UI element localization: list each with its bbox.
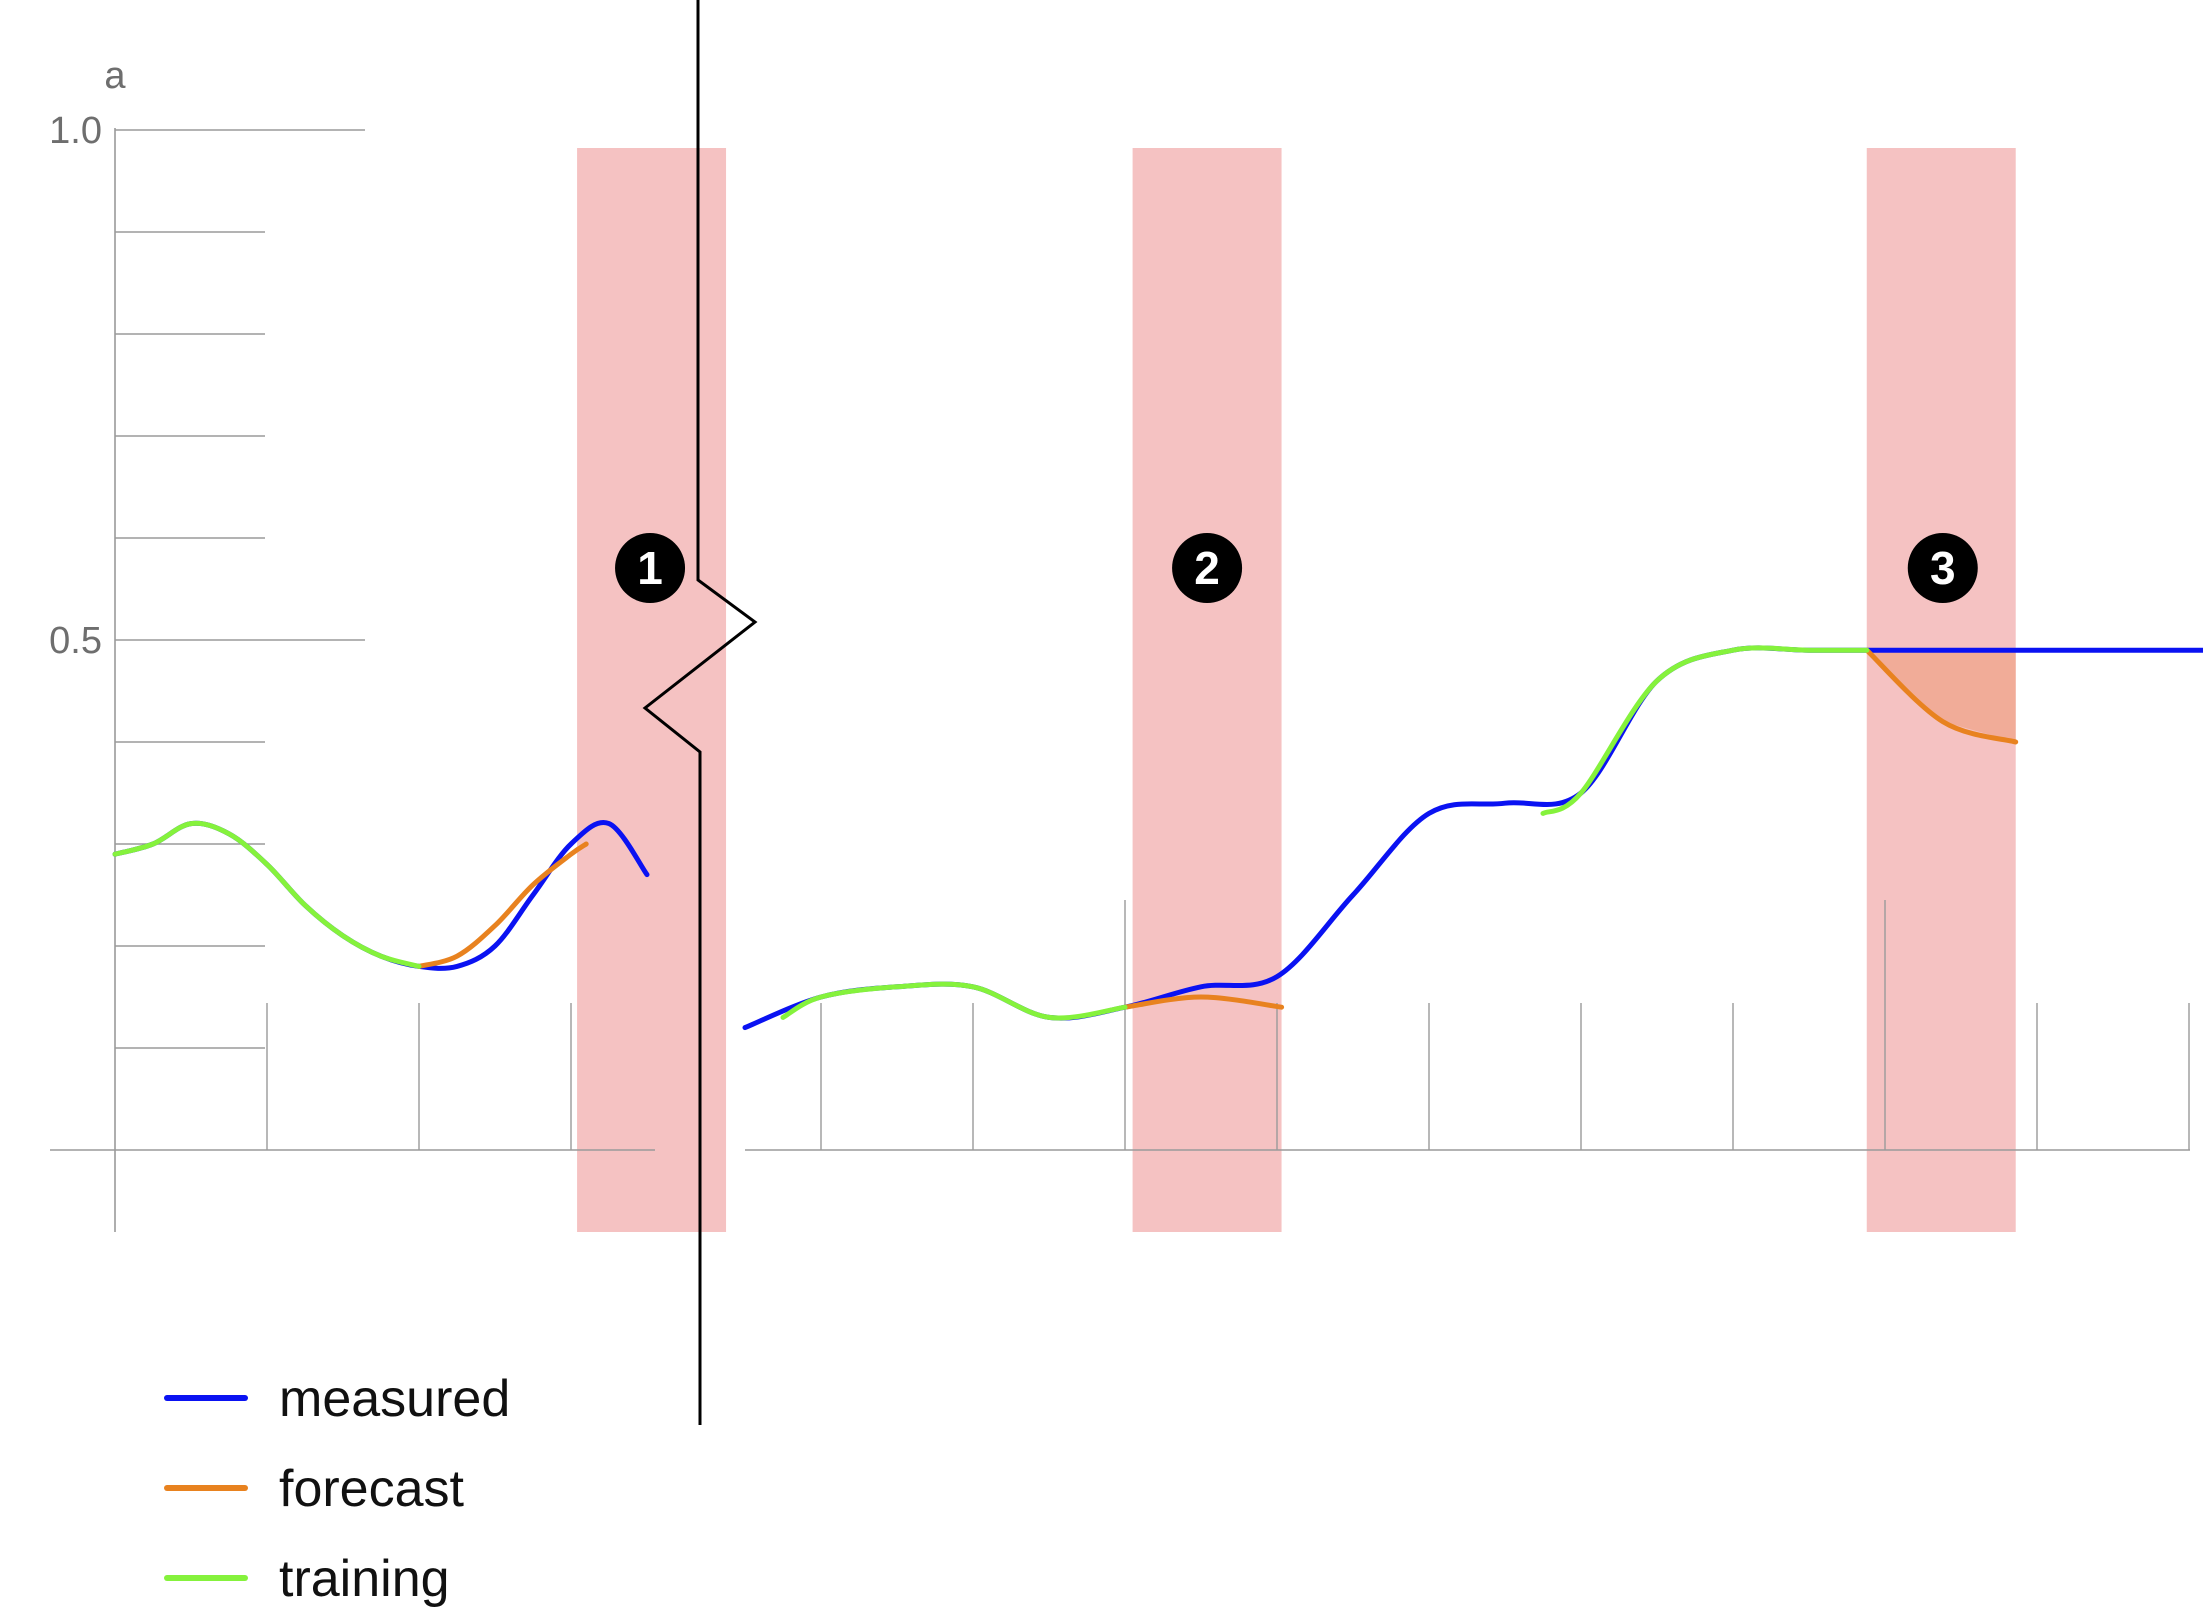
forecast-windows: [577, 148, 2016, 1232]
legend: measured forecast training: [164, 1370, 510, 1608]
forecast-series-line: [416, 841, 589, 969]
window-marker-label: 1: [637, 542, 663, 594]
y-tick-label: 0.5: [49, 620, 102, 662]
window-marker-label: 3: [1930, 542, 1956, 594]
tick-labels: 0.5 1.0a: [49, 55, 126, 662]
training-series-line: [112, 820, 422, 969]
y-axis-title: a: [104, 55, 126, 97]
window-marker-circle: [1172, 533, 1243, 603]
forecast-window-band: [577, 148, 727, 1232]
window-marker-circle: [1907, 533, 1978, 603]
legend-label-training: training: [279, 1550, 450, 1608]
window-marker-label: 2: [1194, 542, 1220, 594]
legend-label-measured: measured: [279, 1370, 510, 1428]
forecast-window-band: [1132, 148, 1282, 1232]
forecast-series-line: [1864, 647, 2019, 745]
forecast-error-areas: [1866, 650, 2016, 742]
forecast-series-line: [1122, 994, 1285, 1010]
axes: [50, 0, 2190, 1425]
window-marker-circle: [615, 533, 686, 603]
y-tick-label: 1.0: [49, 110, 102, 152]
legend-label-forecast: forecast: [279, 1460, 465, 1518]
training-series-line: [1540, 645, 1870, 816]
window-markers: 1 2 3: [615, 533, 1978, 603]
axis-break-line: [642, 0, 758, 1425]
series-lines: [112, 645, 2203, 1031]
grid-lines: [115, 129, 2190, 1150]
training-series-line: [780, 981, 1128, 1021]
forecast-error-area: [1866, 650, 2016, 742]
